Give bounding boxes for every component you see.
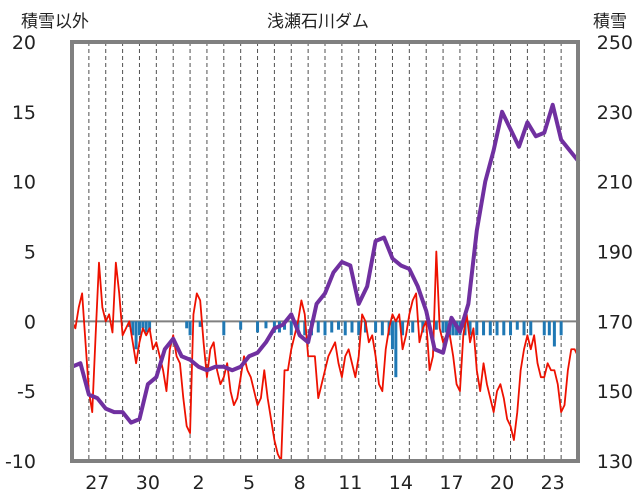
precip-bar: [137, 321, 141, 336]
precip-bar: [390, 321, 394, 350]
precip-bar: [185, 321, 189, 329]
left-axis-label: 積雪以外: [21, 12, 89, 32]
precip-bar: [374, 321, 378, 333]
precip-bar: [547, 321, 551, 336]
precip-bar: [222, 321, 226, 336]
x-axis-ticks: 27 30 2 5 8 11 14 17 20 23: [85, 472, 565, 494]
precip-bar: [495, 321, 499, 336]
precip-bar: [559, 321, 563, 336]
precip-bar: [529, 321, 533, 336]
x-tick-label: 8: [294, 472, 306, 494]
precip-bar: [323, 321, 327, 336]
x-tick-label: 5: [243, 472, 255, 494]
precip-bar: [552, 321, 556, 347]
precip-bar: [482, 321, 486, 336]
right-tick-label: 150: [597, 381, 633, 403]
precip-bar: [343, 321, 347, 336]
precip-bar: [316, 321, 320, 333]
left-tick-label: 20: [12, 32, 36, 54]
x-tick-label: 23: [541, 472, 565, 494]
precip-bar: [475, 321, 479, 336]
precip-bar: [515, 321, 519, 330]
left-axis-ticks: 20 15 10 5 0 -5 -10: [5, 32, 36, 473]
precip-bar: [350, 321, 354, 333]
precip-bar: [451, 321, 455, 336]
precip-bar: [502, 321, 506, 336]
precip-bar: [289, 321, 293, 336]
precip-bar: [441, 321, 445, 333]
precip-bar: [144, 321, 148, 333]
x-tick-label: 27: [85, 472, 109, 494]
right-axis-ticks: 250 230 210 190 170 150 130: [597, 32, 633, 473]
left-tick-label: 10: [12, 172, 36, 194]
precip-bar: [509, 321, 513, 336]
precip-bar: [542, 321, 546, 336]
x-tick-label: 2: [192, 472, 204, 494]
right-tick-label: 210: [597, 172, 633, 194]
right-axis-label: 積雪: [593, 12, 627, 32]
precip-bar: [488, 321, 492, 336]
precip-bar: [401, 321, 405, 336]
precip-bars: [127, 321, 563, 378]
x-tick-label: 11: [338, 472, 362, 494]
precip-bar: [256, 321, 260, 333]
precip-bar: [434, 321, 438, 330]
precip-bar: [380, 321, 384, 336]
precip-bar: [148, 321, 152, 330]
precip-bar: [411, 321, 415, 333]
precip-bar: [131, 321, 135, 336]
right-tick-label: 170: [597, 311, 633, 333]
right-tick-label: 230: [597, 102, 633, 124]
precip-bar: [239, 321, 243, 330]
precip-bar: [330, 321, 334, 333]
left-tick-label: 0: [24, 311, 36, 333]
precip-bar: [264, 321, 268, 329]
precip-bar: [336, 321, 340, 330]
precip-bar: [522, 321, 526, 336]
precip-bar: [141, 321, 145, 329]
x-tick-label: 20: [490, 472, 514, 494]
left-tick-label: 5: [24, 242, 36, 264]
x-tick-label: 17: [439, 472, 463, 494]
plot-frame: [70, 40, 580, 463]
temperature-line: [71, 250, 579, 462]
precip-bar: [394, 321, 398, 378]
right-tick-label: 130: [597, 451, 633, 473]
precip-bar: [357, 321, 361, 336]
x-tick-label: 14: [389, 472, 413, 494]
precip-bar: [134, 321, 138, 350]
right-tick-label: 250: [597, 32, 633, 54]
left-tick-label: -10: [5, 451, 36, 473]
snow-depth-line: [70, 102, 580, 425]
left-tick-label: 15: [12, 102, 36, 124]
left-tick-label: -5: [17, 381, 36, 403]
precip-bar: [468, 321, 472, 336]
precip-bar: [198, 321, 202, 327]
precip-bar: [444, 321, 448, 333]
precip-bar: [188, 321, 192, 336]
x-tick-label: 30: [136, 472, 160, 494]
chart-title: 浅瀬石川ダム: [267, 12, 369, 32]
precip-bar: [303, 321, 307, 336]
right-tick-label: 190: [597, 242, 633, 264]
